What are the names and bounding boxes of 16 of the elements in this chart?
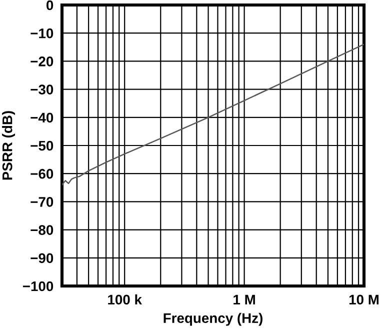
y-tick-label: −30 [30, 84, 54, 94]
y-tick-label: −60 [30, 168, 54, 179]
y-tick-label: −20 [30, 56, 54, 66]
y-tick-label: −90 [30, 253, 54, 264]
y-tick-label: −40 [30, 112, 54, 123]
y-tick-label: −50 [30, 140, 54, 151]
y-tick-label: −100 [22, 281, 54, 292]
y-tick-label: −10 [30, 28, 54, 38]
y-axis-title: PSRR (dB) [2, 111, 15, 180]
y-tick-label: 0 [46, 0, 54, 10]
y-tick-label: −80 [30, 225, 54, 235]
x-tick-label: 10 M [349, 294, 379, 305]
x-tick-label: 100 k [108, 294, 142, 305]
x-tick-label: 1 M [234, 294, 255, 304]
y-tick-label: −70 [30, 197, 54, 207]
x-axis-title: Frequency (Hz) [164, 312, 262, 326]
